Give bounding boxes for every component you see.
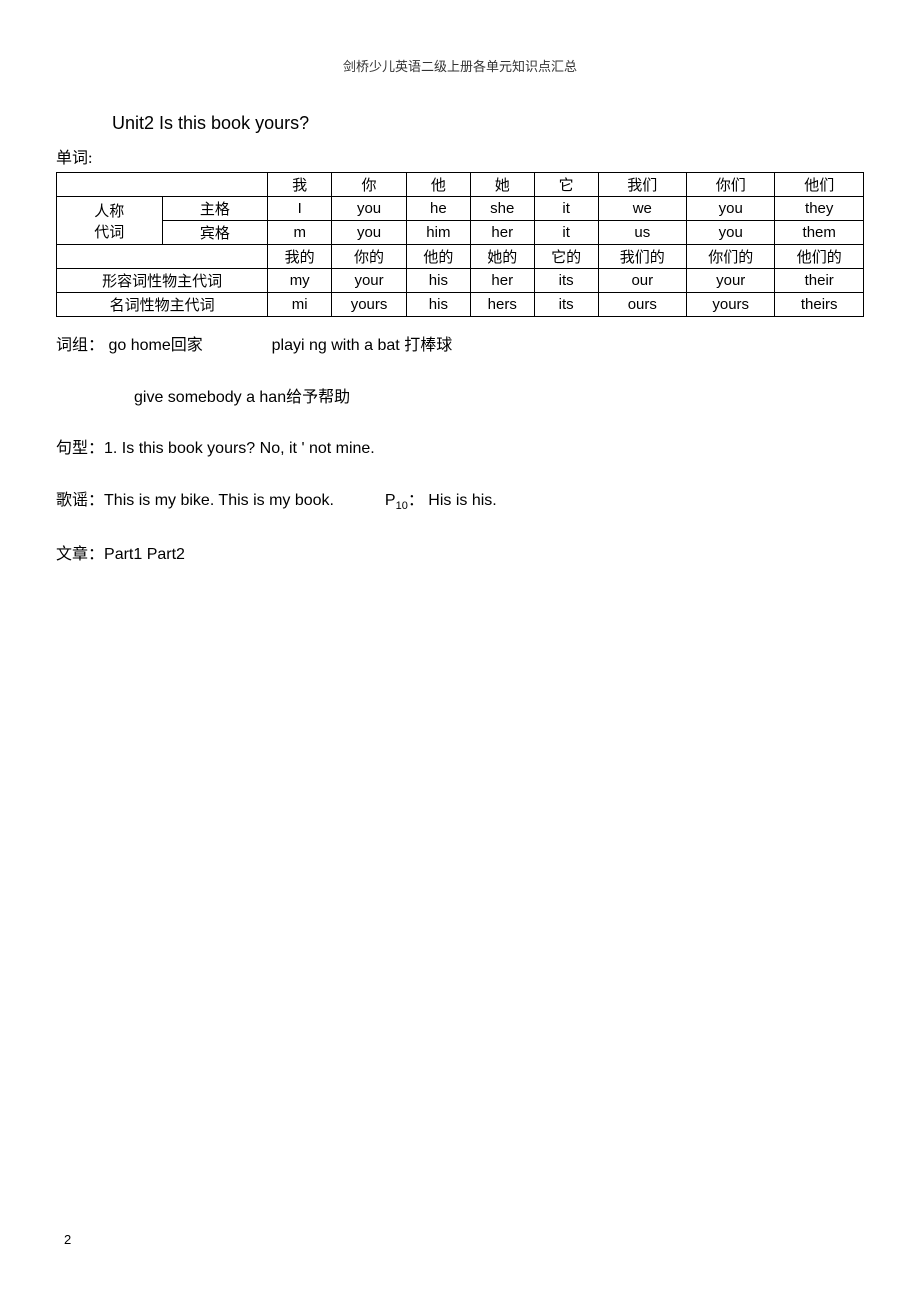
phrase-line-1: 词组： go home回家 playi ng with a bat 打棒球	[56, 333, 864, 359]
table-cell: m	[268, 221, 332, 245]
song-p-label: P	[385, 492, 396, 509]
table-cell: your	[332, 269, 407, 293]
article-label: 文章：	[56, 546, 104, 563]
table-cell: my	[268, 269, 332, 293]
phrase-line-2: give somebody a han给予帮助	[134, 385, 864, 411]
table-cell: them	[775, 221, 864, 245]
phrase-en: go home	[108, 337, 170, 354]
phrase-label: 词组：	[56, 337, 104, 354]
song-line: 歌谣：This is my bike. This is my book. P10…	[56, 488, 864, 516]
table-cell	[57, 173, 268, 197]
table-cell: you	[332, 197, 407, 221]
table-cell: your	[687, 269, 775, 293]
table-cell: yours	[332, 293, 407, 317]
table-cell: ours	[598, 293, 686, 317]
table-cell: 他们	[775, 173, 864, 197]
pronoun-table: 我 你 他 她 它 我们 你们 他们 人称代词 主格 I you he she …	[56, 172, 864, 317]
table-cell: 我	[268, 173, 332, 197]
table-cell: you	[687, 197, 775, 221]
song-label: 歌谣：	[56, 492, 104, 509]
table-cell: 人称代词	[57, 197, 163, 245]
table-cell: she	[470, 197, 534, 221]
vocab-label: 单词:	[56, 144, 864, 168]
table-cell: us	[598, 221, 686, 245]
sentence-label: 句型：	[56, 440, 104, 457]
phrase-cn: 打棒球	[404, 337, 452, 354]
table-cell: 形容词性物主代词	[57, 269, 268, 293]
page-header: 剑桥少儿英语二级上册各单元知识点汇总	[56, 56, 864, 75]
table-cell: 它	[534, 173, 598, 197]
phrase-cn: 回家	[171, 337, 203, 354]
table-cell: 宾格	[162, 221, 268, 245]
table-row: 宾格 m you him her it us you them	[57, 221, 864, 245]
song-part2: His is his.	[428, 492, 496, 509]
table-row: 形容词性物主代词 my your his her its our your th…	[57, 269, 864, 293]
table-row: 人称代词 主格 I you he she it we you they	[57, 197, 864, 221]
table-cell: you	[687, 221, 775, 245]
table-cell: yours	[687, 293, 775, 317]
table-cell: it	[534, 197, 598, 221]
page-number: 2	[64, 1232, 71, 1247]
table-cell: 他的	[406, 245, 470, 269]
table-cell: 你	[332, 173, 407, 197]
table-cell: we	[598, 197, 686, 221]
table-cell: 他	[406, 173, 470, 197]
table-cell: her	[470, 221, 534, 245]
table-cell: 我们	[598, 173, 686, 197]
table-row: 我 你 他 她 它 我们 你们 他们	[57, 173, 864, 197]
song-p-sub: 10	[396, 500, 408, 512]
table-cell: its	[534, 293, 598, 317]
table-cell: 你们的	[687, 245, 775, 269]
table-cell: it	[534, 221, 598, 245]
table-cell: 她的	[470, 245, 534, 269]
table-cell: our	[598, 269, 686, 293]
table-cell: they	[775, 197, 864, 221]
table-cell: 我的	[268, 245, 332, 269]
table-cell: he	[406, 197, 470, 221]
table-cell: its	[534, 269, 598, 293]
table-cell	[57, 245, 268, 269]
table-cell: hers	[470, 293, 534, 317]
table-cell: 主格	[162, 197, 268, 221]
song-colon: ：	[408, 492, 424, 509]
table-cell: mi	[268, 293, 332, 317]
table-cell: 名词性物主代词	[57, 293, 268, 317]
table-cell: his	[406, 269, 470, 293]
table-cell: his	[406, 293, 470, 317]
table-cell: I	[268, 197, 332, 221]
article-text: Part1 Part2	[104, 546, 185, 563]
table-cell: 她	[470, 173, 534, 197]
sentence-line: 句型：1. Is this book yours? No, it ' not m…	[56, 436, 864, 462]
table-row: 我的 你的 他的 她的 它的 我们的 你们的 他们的	[57, 245, 864, 269]
sentence-text: 1. Is this book yours? No, it ' not mine…	[104, 440, 375, 457]
phrase-cn: 给予帮助	[286, 389, 350, 406]
table-cell: 你们	[687, 173, 775, 197]
phrase-en: playi ng with a bat	[272, 337, 400, 354]
table-cell: you	[332, 221, 407, 245]
article-line: 文章：Part1 Part2	[56, 542, 864, 568]
table-cell: their	[775, 269, 864, 293]
unit-title: Unit2 Is this book yours?	[112, 113, 864, 134]
table-cell: 它的	[534, 245, 598, 269]
table-row: 名词性物主代词 mi yours his hers its ours yours…	[57, 293, 864, 317]
table-cell: 你的	[332, 245, 407, 269]
song-part1: This is my bike. This is my book.	[104, 492, 334, 509]
table-cell: him	[406, 221, 470, 245]
phrase-en: give somebody a han	[134, 389, 286, 406]
table-cell: 我们的	[598, 245, 686, 269]
table-cell: 他们的	[775, 245, 864, 269]
table-cell: theirs	[775, 293, 864, 317]
table-cell: her	[470, 269, 534, 293]
